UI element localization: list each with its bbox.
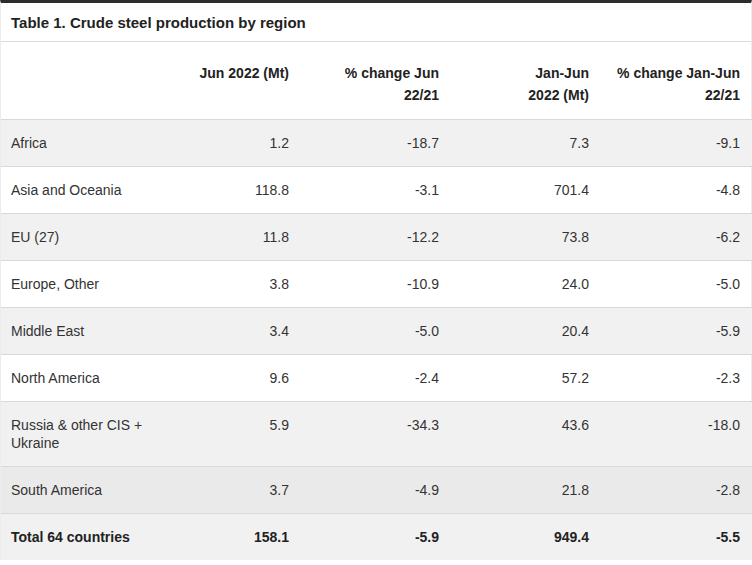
table-row-eu-27: EU (27) 11.8 -12.2 73.8 -6.2 [1,214,752,261]
column-header-line: 22/21 [589,84,740,106]
column-header-line: Jan-Jun [439,62,589,84]
table-row-russia-other-cis-ukraine: Russia & other CIS + Ukraine 5.9 -34.3 4… [1,402,752,467]
value-cell: -2.8 [589,467,752,514]
table-row-asia-and-oceania: Asia and Oceania 118.8 -3.1 701.4 -4.8 [1,167,752,214]
region-cell: Europe, Other [1,261,177,308]
column-header-jan-jun-2022: Jan-Jun 2022 (Mt) [439,42,589,120]
value-cell: -10.9 [289,261,439,308]
value-cell: 73.8 [439,214,589,261]
value-cell: 3.4 [177,308,289,355]
value-cell: 43.6 [439,402,589,467]
value-cell: -5.0 [589,261,752,308]
table-row-europe-other: Europe, Other 3.8 -10.9 24.0 -5.0 [1,261,752,308]
column-header-line: Jun 2022 (Mt) [177,62,289,84]
table-row-africa: Africa 1.2 -18.7 7.3 -9.1 [1,120,752,167]
value-cell: 9.6 [177,355,289,402]
crude-steel-table-card: Table 1. Crude steel production by regio… [0,0,752,560]
column-header-jun-2022: Jun 2022 (Mt) [177,42,289,120]
column-header-line: % change Jan-Jun [589,62,740,84]
value-cell: -34.3 [289,402,439,467]
column-header-region [1,42,177,120]
table-row-south-america: South America 3.7 -4.9 21.8 -2.8 [1,467,752,514]
value-cell: 11.8 [177,214,289,261]
header-row: Jun 2022 (Mt) % change Jun 22/21 Jan-Jun… [1,42,752,120]
value-cell: -6.2 [589,214,752,261]
region-cell: Middle East [1,308,177,355]
page: Table 1. Crude steel production by regio… [0,0,752,565]
crude-steel-production-table: Jun 2022 (Mt) % change Jun 22/21 Jan-Jun… [1,42,752,560]
value-cell: -5.5 [589,514,752,561]
table-body: Africa 1.2 -18.7 7.3 -9.1 Asia and Ocean… [1,120,752,561]
value-cell: -18.7 [289,120,439,167]
column-header-pct-change-jun: % change Jun 22/21 [289,42,439,120]
region-cell: Total 64 countries [1,514,177,561]
value-cell: 701.4 [439,167,589,214]
table-header: Jun 2022 (Mt) % change Jun 22/21 Jan-Jun… [1,42,752,120]
value-cell: 5.9 [177,402,289,467]
table-row-total-64-countries: Total 64 countries 158.1 -5.9 949.4 -5.5 [1,514,752,561]
region-cell: South America [1,467,177,514]
column-header-line: % change Jun [289,62,439,84]
value-cell: 21.8 [439,467,589,514]
value-cell: 158.1 [177,514,289,561]
table-row-north-america: North America 9.6 -2.4 57.2 -2.3 [1,355,752,402]
value-cell: -12.2 [289,214,439,261]
value-cell: -2.3 [589,355,752,402]
region-cell: Africa [1,120,177,167]
value-cell: 7.3 [439,120,589,167]
value-cell: 20.4 [439,308,589,355]
value-cell: 1.2 [177,120,289,167]
region-cell: Asia and Oceania [1,167,177,214]
region-cell: North America [1,355,177,402]
value-cell: -9.1 [589,120,752,167]
value-cell: -2.4 [289,355,439,402]
page-title: Table 1. Crude steel production by regio… [1,3,751,42]
column-header-line: 2022 (Mt) [439,84,589,106]
value-cell: -3.1 [289,167,439,214]
column-header-pct-change-jan-jun: % change Jan-Jun 22/21 [589,42,752,120]
value-cell: -4.9 [289,467,439,514]
value-cell: -4.8 [589,167,752,214]
value-cell: 949.4 [439,514,589,561]
column-header-line: 22/21 [289,84,439,106]
region-cell: EU (27) [1,214,177,261]
value-cell: -18.0 [589,402,752,467]
value-cell: 3.7 [177,467,289,514]
value-cell: -5.9 [589,308,752,355]
value-cell: -5.0 [289,308,439,355]
value-cell: 3.8 [177,261,289,308]
value-cell: -5.9 [289,514,439,561]
table-row-middle-east: Middle East 3.4 -5.0 20.4 -5.9 [1,308,752,355]
value-cell: 118.8 [177,167,289,214]
region-cell: Russia & other CIS + Ukraine [1,402,177,467]
value-cell: 24.0 [439,261,589,308]
value-cell: 57.2 [439,355,589,402]
